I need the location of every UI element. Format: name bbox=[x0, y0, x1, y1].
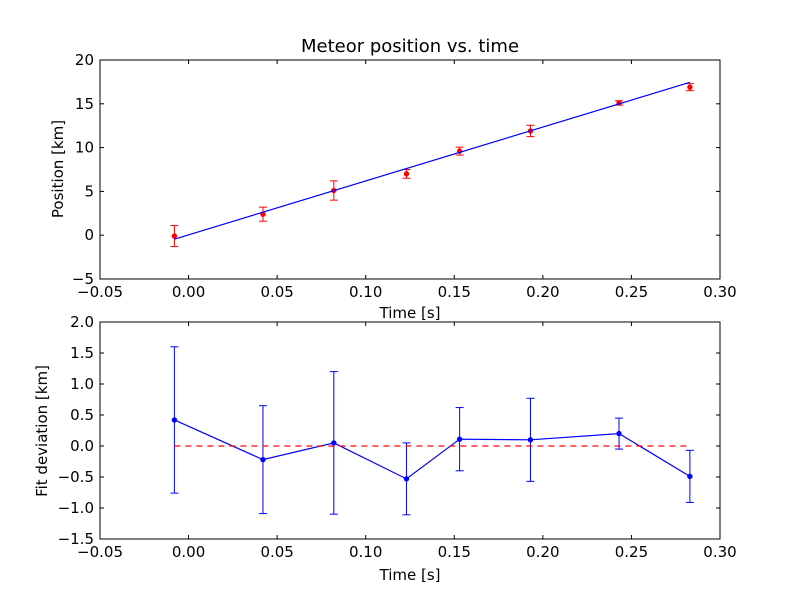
data-point bbox=[403, 476, 410, 482]
x-tick-label: −0.05 bbox=[77, 283, 123, 301]
x-tick-label: 0.30 bbox=[703, 543, 736, 561]
data-point bbox=[687, 84, 693, 90]
deviation-line bbox=[174, 419, 691, 480]
y-tick-label: 1.0 bbox=[70, 375, 94, 393]
y-tick-label: 0.5 bbox=[70, 406, 94, 424]
y-tick-label: 10 bbox=[75, 139, 94, 157]
y-tick-label: −5 bbox=[72, 270, 94, 288]
y-tick-label: 0.0 bbox=[70, 437, 94, 455]
data-point bbox=[171, 233, 178, 239]
y-tick-label: 15 bbox=[75, 95, 94, 113]
axes-frame bbox=[99, 321, 721, 540]
y-tick-label: −1.5 bbox=[58, 530, 94, 548]
data-point bbox=[403, 171, 410, 177]
data-point bbox=[687, 473, 693, 480]
y-tick-label: 2.0 bbox=[70, 313, 94, 331]
x-axis-label: Time [s] bbox=[379, 304, 441, 322]
x-tick-label: −0.05 bbox=[77, 543, 123, 561]
chart-title: Meteor position vs. time bbox=[301, 36, 519, 57]
fit-line bbox=[174, 81, 691, 240]
y-tick-label: −0.5 bbox=[58, 468, 94, 486]
data-point bbox=[260, 456, 266, 463]
y-tick-label: 20 bbox=[75, 51, 94, 69]
deviation-panel: Time [s] Fit deviation [km] −0.05 0.00 0.0… bbox=[33, 313, 737, 584]
x-tick-label: 0.30 bbox=[703, 283, 736, 301]
data-point bbox=[171, 417, 178, 423]
x-tick-label: 0.00 bbox=[172, 283, 205, 301]
x-tick-label: 0.25 bbox=[615, 283, 648, 301]
axes-frame bbox=[99, 59, 721, 280]
x-tick-label: 0.10 bbox=[349, 283, 382, 301]
x-tick-label: 0.15 bbox=[438, 283, 471, 301]
x-tick-label: 0.15 bbox=[438, 543, 471, 561]
data-point bbox=[616, 430, 622, 437]
data-point bbox=[331, 440, 337, 446]
y-tick-label: −1.0 bbox=[58, 499, 94, 517]
x-tick-label: 0.05 bbox=[260, 283, 293, 301]
position-panel: Meteor position vs. time Time [s] Positi… bbox=[49, 36, 737, 322]
x-tick-label: 0.20 bbox=[526, 543, 559, 561]
y-axis-label: Fit deviation [km] bbox=[33, 365, 51, 497]
data-point bbox=[456, 436, 463, 442]
x-tick-label: 0.25 bbox=[615, 543, 648, 561]
y-axis-label: Position [km] bbox=[49, 120, 67, 218]
x-axis-label: Time [s] bbox=[379, 566, 441, 584]
y-tick-label: 0 bbox=[84, 226, 94, 244]
x-tick-label: 0.10 bbox=[349, 543, 382, 561]
y-tick-label: 5 bbox=[84, 182, 94, 200]
data-point bbox=[527, 437, 534, 443]
x-tick-label: 0.05 bbox=[260, 543, 293, 561]
y-tick-label: 1.5 bbox=[70, 344, 94, 362]
x-tick-label: 0.00 bbox=[172, 543, 205, 561]
x-tick-label: 0.20 bbox=[526, 283, 559, 301]
